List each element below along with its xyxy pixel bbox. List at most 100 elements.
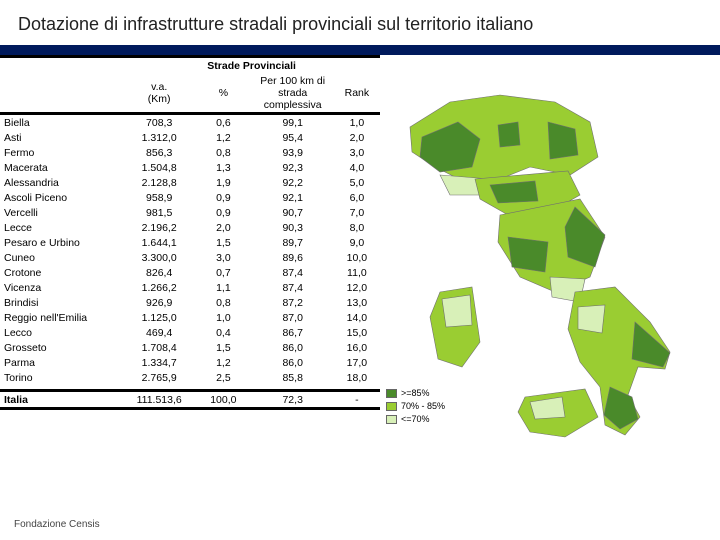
region-sardegna-low [442,295,472,327]
cell-per: 89,7 [252,235,334,250]
cell-va: 856,3 [123,145,195,160]
cell-pct: 2,0 [195,220,251,235]
table-row: Alessandria2.128,81,992,25,0 [0,175,380,190]
cell-per: 86,7 [252,325,334,340]
legend-label: >=85% [401,387,430,400]
legend-row: >=85% [386,387,445,400]
cell-prov: Reggio nell'Emilia [0,310,123,325]
cell-prov: Lecce [0,220,123,235]
table-row: Asti1.312,01,295,42,0 [0,130,380,145]
cell-va: 111.513,6 [123,392,195,407]
cell-per: 90,3 [252,220,334,235]
data-table-wrap: Strade Provinciali v.a.(Km) % Per 100 km… [0,55,380,452]
cell-va: 926,9 [123,295,195,310]
cell-rank: 11,0 [334,265,380,280]
footer-credit: Fondazione Censis [14,519,100,530]
cell-pct: 0,9 [195,205,251,220]
cell-rank: 10,0 [334,250,380,265]
cell-va: 1.504,8 [123,160,195,175]
col-rank-header: Rank [334,73,380,112]
table-row: Grosseto1.708,41,586,016,0 [0,340,380,355]
content-row: Strade Provinciali v.a.(Km) % Per 100 km… [0,55,720,452]
region-campania-low [578,305,605,333]
cell-pct: 1,2 [195,355,251,370]
cell-prov: Brindisi [0,295,123,310]
legend-swatch [386,402,397,411]
legend-row: 70% - 85% [386,400,445,413]
cell-per: 87,2 [252,295,334,310]
legend-label: 70% - 85% [401,400,445,413]
legend-swatch [386,389,397,398]
page-title: Dotazione di infrastrutture stradali pro… [0,0,720,45]
cell-per: 85,8 [252,370,334,385]
region-grosseto-high [508,237,548,272]
cell-per: 72,3 [252,392,334,407]
cell-rank: 15,0 [334,325,380,340]
table-row: Macerata1.504,81,392,34,0 [0,160,380,175]
cell-va: 1.644,1 [123,235,195,250]
col-pct-header: % [195,73,251,112]
table-row: Parma1.334,71,286,017,0 [0,355,380,370]
table-row: Lecce2.196,22,090,38,0 [0,220,380,235]
cell-pct: 0,8 [195,145,251,160]
table-row: Fermo856,30,893,93,0 [0,145,380,160]
cell-per: 86,0 [252,355,334,370]
cell-per: 87,4 [252,280,334,295]
cell-va: 958,9 [123,190,195,205]
cell-prov: Macerata [0,160,123,175]
cell-prov: Vercelli [0,205,123,220]
cell-per: 86,0 [252,340,334,355]
table-row: Reggio nell'Emilia1.125,01,087,014,0 [0,310,380,325]
table-row: Vercelli981,50,990,77,0 [0,205,380,220]
cell-prov: Italia [0,392,123,407]
cell-rank: 16,0 [334,340,380,355]
cell-pct: 2,5 [195,370,251,385]
cell-per: 99,1 [252,115,334,130]
cell-prov: Fermo [0,145,123,160]
cell-pct: 1,5 [195,340,251,355]
region-marche-high [565,207,605,267]
table-row: Pesaro e Urbino1.644,11,589,79,0 [0,235,380,250]
cell-per: 87,0 [252,310,334,325]
cell-prov: Vicenza [0,280,123,295]
map-area: >=85%70% - 85%<=70% [380,55,720,452]
cell-rank: 12,0 [334,280,380,295]
table-row: Crotone826,40,787,411,0 [0,265,380,280]
table-row: Biella708,30,699,11,0 [0,115,380,130]
cell-rank: 2,0 [334,130,380,145]
cell-rank: 1,0 [334,115,380,130]
cell-va: 3.300,0 [123,250,195,265]
cell-rank: 8,0 [334,220,380,235]
cell-per: 92,3 [252,160,334,175]
cell-prov: Biella [0,115,123,130]
cell-pct: 1,2 [195,130,251,145]
cell-prov: Alessandria [0,175,123,190]
blue-bar [0,45,720,55]
table-row: Torino2.765,92,585,818,0 [0,370,380,385]
legend-label: <=70% [401,413,430,426]
cell-prov: Parma [0,355,123,370]
cell-va: 981,5 [123,205,195,220]
cell-prov: Asti [0,130,123,145]
table-row: Vicenza1.266,21,187,412,0 [0,280,380,295]
legend-row: <=70% [386,413,445,426]
cell-prov: Cuneo [0,250,123,265]
legend-swatch [386,415,397,424]
cell-prov: Torino [0,370,123,385]
table-body: Biella708,30,699,11,0Asti1.312,01,295,42… [0,115,380,410]
cell-prov: Lecco [0,325,123,340]
cell-pct: 1,3 [195,160,251,175]
map-legend: >=85%70% - 85%<=70% [386,387,445,426]
data-table: Strade Provinciali v.a.(Km) % Per 100 km… [0,55,380,410]
cell-rank: 17,0 [334,355,380,370]
table-row: Cuneo3.300,03,089,610,0 [0,250,380,265]
cell-rank: 14,0 [334,310,380,325]
cell-per: 89,6 [252,250,334,265]
cell-per: 87,4 [252,265,334,280]
cell-pct: 1,0 [195,310,251,325]
cell-va: 469,4 [123,325,195,340]
cell-rank: - [334,392,380,407]
cell-va: 2.128,8 [123,175,195,190]
cell-per: 90,7 [252,205,334,220]
cell-va: 2.196,2 [123,220,195,235]
